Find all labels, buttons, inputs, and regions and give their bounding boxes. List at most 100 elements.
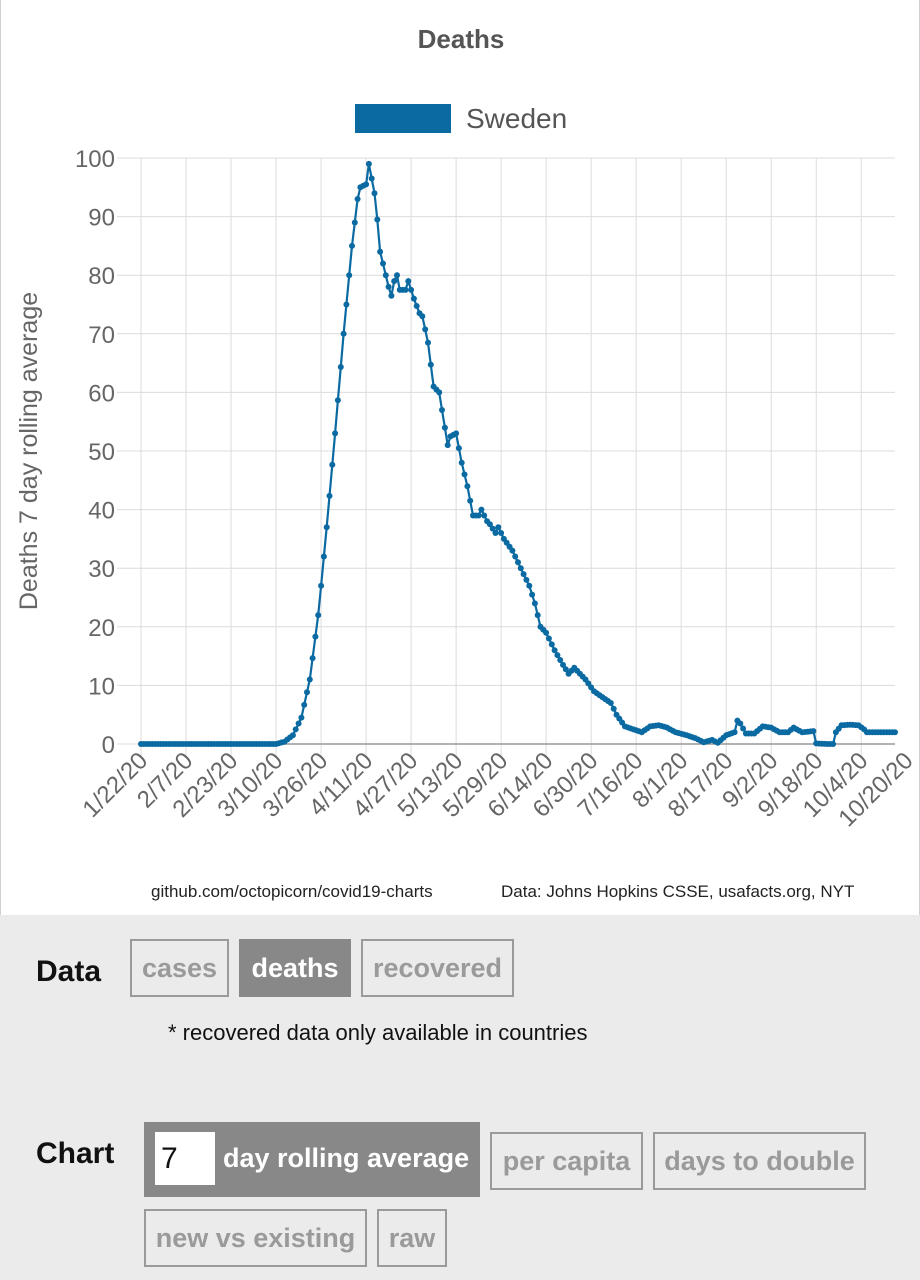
per-capita-button[interactable]: per capita bbox=[490, 1132, 643, 1190]
data-point bbox=[306, 676, 313, 683]
data-point bbox=[329, 461, 336, 468]
data-point bbox=[489, 525, 496, 532]
data-point bbox=[318, 582, 325, 589]
data-point bbox=[453, 430, 460, 437]
data-point bbox=[289, 732, 296, 739]
data-point bbox=[481, 512, 488, 519]
data-point bbox=[295, 720, 302, 727]
data-point bbox=[557, 657, 564, 663]
source-credit[interactable]: github.com/octopicorn/covid19-charts bbox=[151, 882, 433, 901]
data-point bbox=[374, 216, 381, 223]
data-point bbox=[388, 292, 395, 299]
y-tick-label: 20 bbox=[88, 615, 115, 642]
series-line-sweden bbox=[141, 163, 895, 746]
data-point bbox=[486, 521, 493, 528]
data-point bbox=[382, 272, 389, 279]
deaths-chart: Deaths Sweden Deaths 7 day rolling avera… bbox=[15, 24, 918, 832]
data-point bbox=[444, 442, 451, 449]
data-point bbox=[368, 175, 375, 182]
data-point bbox=[413, 303, 420, 309]
data-point bbox=[517, 565, 524, 572]
data-point bbox=[551, 647, 558, 654]
data-point bbox=[830, 741, 837, 747]
data-point bbox=[380, 260, 386, 267]
rolling-average-button[interactable]: day rolling average bbox=[144, 1122, 480, 1197]
data-point bbox=[810, 728, 817, 735]
data-point bbox=[520, 571, 527, 578]
data-point bbox=[607, 700, 614, 706]
data-point bbox=[385, 283, 392, 290]
data-point bbox=[326, 492, 333, 499]
chart-section-label: Chart bbox=[36, 1137, 115, 1170]
data-point bbox=[478, 506, 485, 513]
data-point bbox=[408, 286, 415, 293]
data-point bbox=[402, 286, 409, 293]
data-point bbox=[498, 530, 505, 536]
y-tick-label: 0 bbox=[102, 732, 115, 759]
data-point bbox=[337, 364, 344, 370]
legend-label[interactable]: Sweden bbox=[466, 103, 567, 134]
raw-button[interactable]: raw bbox=[377, 1209, 447, 1267]
new-vs-existing-button[interactable]: new vs existing bbox=[144, 1209, 367, 1267]
data-point bbox=[309, 655, 316, 662]
data-point bbox=[436, 389, 443, 396]
rolling-days-input[interactable] bbox=[155, 1132, 215, 1185]
y-tick-label: 100 bbox=[75, 146, 115, 173]
chart-area: Deaths Sweden Deaths 7 day rolling avera… bbox=[0, 0, 920, 915]
data-point bbox=[410, 295, 417, 302]
data-credit: Data: Johns Hopkins CSSE, usafacts.org, … bbox=[501, 882, 855, 901]
data-point bbox=[427, 361, 434, 368]
data-point bbox=[562, 666, 569, 673]
data-section-label: Data bbox=[36, 955, 102, 988]
days-to-double-button[interactable]: days to double bbox=[653, 1132, 866, 1190]
data-point bbox=[351, 219, 358, 226]
data-point bbox=[334, 397, 341, 404]
data-point bbox=[320, 553, 327, 560]
data-point bbox=[526, 582, 533, 589]
y-tick-label: 90 bbox=[88, 205, 115, 232]
data-point bbox=[340, 330, 347, 337]
rolling-average-label: day rolling average bbox=[223, 1143, 470, 1173]
data-point bbox=[363, 181, 370, 188]
y-tick-label: 30 bbox=[88, 556, 115, 583]
data-point bbox=[394, 272, 400, 279]
cases-button[interactable]: cases bbox=[130, 939, 229, 997]
y-axis-label: Deaths 7 day rolling average bbox=[15, 292, 43, 610]
data-point bbox=[422, 326, 429, 333]
data-point bbox=[892, 729, 898, 736]
data-point bbox=[405, 278, 412, 285]
data-point bbox=[509, 547, 516, 554]
y-tick-label: 10 bbox=[88, 673, 115, 700]
data-point bbox=[312, 633, 319, 640]
data-point bbox=[304, 689, 310, 696]
data-point bbox=[545, 635, 552, 642]
data-point bbox=[349, 242, 355, 249]
data-point bbox=[371, 190, 378, 197]
data-point bbox=[737, 720, 744, 727]
y-tick-label: 50 bbox=[88, 439, 115, 466]
data-point bbox=[458, 459, 465, 466]
data-point bbox=[298, 714, 305, 721]
data-point bbox=[610, 705, 617, 712]
data-point bbox=[464, 483, 471, 490]
deaths-button[interactable]: deaths bbox=[239, 939, 351, 997]
data-point bbox=[419, 313, 426, 320]
data-point bbox=[529, 591, 536, 598]
data-point bbox=[731, 729, 738, 736]
legend-swatch[interactable] bbox=[355, 104, 451, 133]
data-point bbox=[560, 661, 566, 668]
data-point bbox=[346, 272, 353, 279]
y-tick-label: 60 bbox=[88, 380, 115, 407]
data-point bbox=[467, 497, 474, 504]
data-point bbox=[495, 524, 502, 531]
data-point bbox=[531, 600, 538, 607]
data-point bbox=[292, 726, 299, 733]
data-point bbox=[343, 301, 350, 308]
data-point bbox=[740, 725, 747, 732]
data-point bbox=[554, 652, 561, 659]
data-point bbox=[365, 160, 372, 167]
data-point bbox=[354, 196, 361, 202]
data-point bbox=[425, 339, 431, 346]
recovered-button[interactable]: recovered bbox=[361, 939, 514, 997]
data-point bbox=[475, 512, 482, 519]
